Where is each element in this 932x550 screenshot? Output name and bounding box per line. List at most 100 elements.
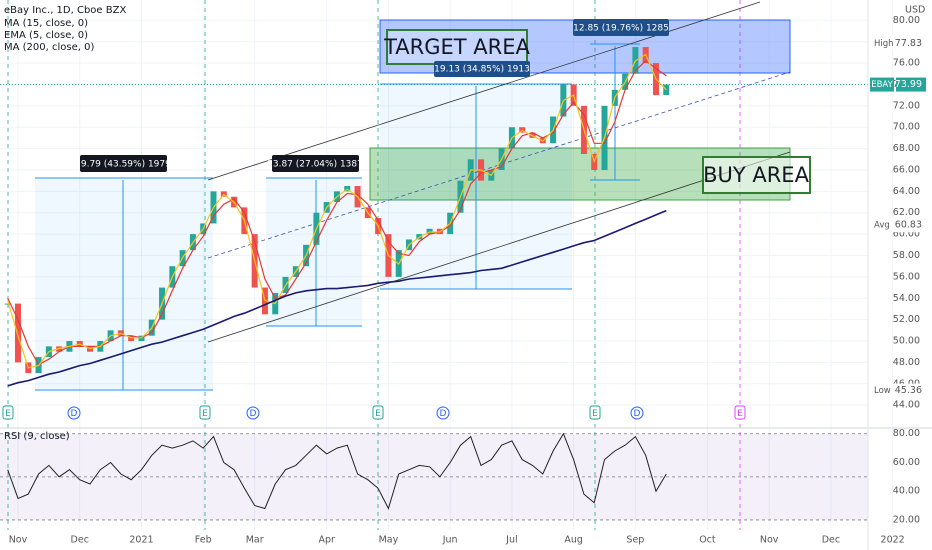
legend-title: eBay Inc., 1D, Cboe BZX bbox=[4, 5, 126, 16]
price-tag-value: 60.83 bbox=[895, 220, 922, 231]
price-tag bbox=[870, 218, 928, 233]
event-marker bbox=[589, 405, 601, 420]
event-marker bbox=[67, 406, 81, 420]
price-tag-name: Avg bbox=[874, 221, 890, 231]
event-marker bbox=[734, 405, 746, 420]
candle bbox=[663, 84, 670, 96]
legend-entry: MA (15, close, 0) bbox=[4, 18, 88, 29]
rsi-tick-label: 20.00 bbox=[893, 514, 920, 525]
target-label: TARGET AREA bbox=[383, 35, 530, 59]
x-tick-label: Apr bbox=[318, 535, 335, 546]
buy-label-box bbox=[702, 156, 811, 194]
event-label: E bbox=[202, 409, 208, 419]
x-tick-label: 2021 bbox=[129, 535, 153, 546]
price-tag bbox=[870, 383, 928, 398]
event-marker bbox=[2, 405, 14, 420]
candle bbox=[14, 303, 21, 363]
rsi-tick-label: 40.00 bbox=[893, 486, 920, 497]
y-tick-label: 62.00 bbox=[893, 207, 920, 218]
x-tick-label: Dec bbox=[71, 535, 89, 546]
measure-label-box bbox=[434, 61, 530, 77]
rsi-tick-label: 60.00 bbox=[893, 457, 920, 468]
measure-label-box bbox=[272, 155, 359, 172]
price-tag-name: Low bbox=[874, 386, 891, 396]
y-tick-label: 68.00 bbox=[893, 143, 920, 154]
event-marker bbox=[246, 406, 260, 420]
price-tag-value: 77.83 bbox=[895, 38, 922, 49]
y-tick-label: 64.00 bbox=[893, 186, 920, 197]
price-tag-name: EBAY bbox=[871, 80, 893, 90]
y-tick-label: 70.00 bbox=[893, 122, 920, 133]
y-tick-label: 48.00 bbox=[893, 357, 920, 368]
channel-mid bbox=[207, 71, 791, 259]
x-tick-label: Aug bbox=[564, 535, 583, 546]
measure-box bbox=[35, 178, 213, 390]
event-label: E bbox=[5, 409, 11, 419]
legend-entry: MA (200, close, 0) bbox=[4, 42, 94, 53]
price-tag-name: High bbox=[874, 39, 894, 49]
grid bbox=[0, 0, 894, 530]
x-tick-label: Feb bbox=[195, 535, 212, 546]
event-label: D bbox=[440, 409, 447, 419]
price-tag-value: 73.99 bbox=[895, 79, 922, 90]
indicator-line bbox=[7, 60, 667, 366]
indicator-line bbox=[7, 53, 667, 369]
event-marker bbox=[630, 406, 644, 420]
x-tick-label: Dec bbox=[822, 535, 840, 546]
measure-label: 12.85 (19.76%) 1285 bbox=[573, 24, 669, 34]
drawings bbox=[35, 1, 791, 391]
event-label: D bbox=[250, 409, 257, 419]
y-tick-label: 50.00 bbox=[893, 336, 920, 347]
price-tag-value: 45.36 bbox=[895, 385, 922, 396]
x-tick-label: Oct bbox=[699, 535, 716, 546]
y-tick-label: 72.00 bbox=[893, 100, 920, 111]
y-tick-label: 80.00 bbox=[893, 15, 920, 26]
measure-label: 19.79 (43.59%) 1979 bbox=[75, 160, 171, 170]
event-marker bbox=[372, 405, 384, 420]
event-label: E bbox=[375, 409, 381, 419]
measure-box bbox=[266, 178, 362, 326]
y-tick-label: 76.00 bbox=[893, 58, 920, 69]
price-tag bbox=[870, 77, 894, 92]
rsi-legend: RSI (9, close) bbox=[4, 431, 70, 442]
event-label: E bbox=[592, 409, 598, 419]
legend: eBay Inc., 1D, Cboe BZX MA (15, close, 0… bbox=[4, 5, 925, 443]
measure-label: 13.87 (27.04%) 1387 bbox=[267, 160, 363, 170]
x-tick-label: May bbox=[379, 535, 399, 546]
rsi-tick-label: 80.00 bbox=[893, 428, 920, 439]
event-label: E bbox=[737, 409, 743, 419]
labels: TARGET AREA BUY AREA 19.79 (43.59%) 1979… bbox=[75, 19, 811, 194]
measure-label-box bbox=[80, 155, 167, 172]
event-label: D bbox=[634, 409, 641, 419]
event-label: D bbox=[71, 409, 78, 419]
y-tick-label: 54.00 bbox=[893, 293, 920, 304]
event-marker bbox=[199, 405, 211, 420]
currency: USD bbox=[905, 5, 925, 16]
rsi-line bbox=[7, 432, 667, 510]
x-tick-label: 2022 bbox=[881, 535, 905, 546]
y-tick-label: 52.00 bbox=[893, 314, 920, 325]
series bbox=[4, 47, 670, 387]
x-tick-label: Mar bbox=[246, 535, 264, 546]
indicator-line bbox=[7, 209, 667, 387]
buy-label: BUY AREA bbox=[703, 163, 810, 187]
legend-entry: EMA (5, close, 0) bbox=[4, 30, 88, 41]
price-tag bbox=[896, 77, 926, 92]
y-tick-label: 60.00 bbox=[893, 229, 920, 240]
channel-lower bbox=[207, 151, 791, 343]
x-tick-label: Sep bbox=[626, 535, 644, 546]
measure-label: 19.13 (34.85%) 1913 bbox=[434, 65, 530, 75]
y-tick-label: 56.00 bbox=[893, 271, 920, 282]
candle bbox=[4, 303, 11, 305]
x-tick-label: Jul bbox=[505, 535, 517, 546]
x-tick-label: Jun bbox=[442, 535, 458, 546]
measure-label-box bbox=[573, 19, 669, 36]
y-tick-label: 58.00 bbox=[893, 250, 920, 261]
x-tick-label: Nov bbox=[760, 535, 779, 546]
event-marker bbox=[436, 406, 450, 420]
price-tag bbox=[870, 36, 928, 51]
x-tick-label: Nov bbox=[9, 535, 28, 546]
y-tick-label: 44.00 bbox=[893, 400, 920, 411]
